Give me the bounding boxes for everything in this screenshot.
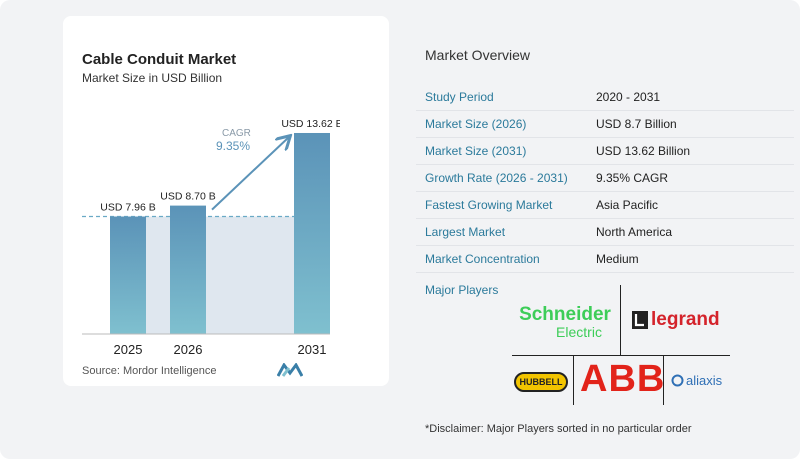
- overview-key: Largest Market: [425, 225, 506, 239]
- overview-value: Asia Pacific: [596, 198, 659, 212]
- source-note: Source: Mordor Intelligence: [82, 365, 217, 377]
- overview-row: Study Period 2020 - 2031: [416, 84, 794, 111]
- overview-key: Market Size (2031): [425, 144, 527, 158]
- schneider-electric-logo: Schneider Electric: [514, 304, 616, 340]
- overview-row: Market Concentration Medium: [416, 246, 794, 273]
- overview-row: Fastest Growing Market Asia Pacific: [416, 192, 794, 219]
- overview-key: Fastest Growing Market: [425, 198, 553, 212]
- overview-key: Market Size (2026): [425, 117, 527, 131]
- abb-logo: ABB: [580, 358, 666, 400]
- x-tick-label: 2025: [114, 342, 143, 357]
- players-grid: Schneider Electric legrand HUBBELL ABB a…: [508, 285, 733, 405]
- legrand-logo-text: legrand: [651, 309, 720, 330]
- overview-row: Market Size (2031) USD 13.62 Billion: [416, 138, 794, 165]
- divider: [620, 285, 621, 355]
- hubbell-logo: HUBBELL: [514, 372, 568, 392]
- bar-2026: [170, 205, 206, 334]
- aliaxis-mark-icon: [671, 374, 684, 387]
- bar-chart: USD 7.96 B 2025 USD 8.70 B 2026 USD 13.62 B 2…: [82, 118, 340, 357]
- cagr-label: CAGR: [222, 128, 251, 139]
- data-label: USD 8.70 B: [160, 191, 215, 203]
- mordor-logo-icon: [277, 363, 303, 377]
- players-title: Major Players: [425, 283, 499, 297]
- overview-value: USD 8.7 Billion: [596, 117, 677, 131]
- cagr-arrow: [211, 137, 289, 211]
- x-tick-label: 2031: [298, 342, 327, 357]
- overview-value: 9.35% CAGR: [596, 171, 669, 185]
- overview-key: Growth Rate (2026 - 2031): [425, 171, 568, 185]
- overview-row: Largest Market North America: [416, 219, 794, 246]
- overview-table: Study Period 2020 - 2031 Market Size (202…: [416, 84, 794, 273]
- divider: [512, 355, 730, 356]
- overview-row: Market Size (2026) USD 8.7 Billion: [416, 111, 794, 138]
- overview-value: 2020 - 2031: [596, 90, 661, 104]
- overview-value: North America: [596, 225, 673, 239]
- overview-value: USD 13.62 Billion: [596, 144, 691, 158]
- data-label: USD 7.96 B: [100, 202, 155, 214]
- bar-2031: [294, 132, 330, 334]
- overview-key: Market Concentration: [425, 252, 540, 266]
- reference-band: [146, 216, 294, 334]
- bar-2025: [110, 216, 146, 334]
- disclaimer: *Disclaimer: Major Players sorted in no …: [425, 423, 692, 435]
- cagr-value: 9.35%: [216, 139, 250, 153]
- overview-key: Study Period: [425, 90, 494, 104]
- divider: [573, 355, 574, 405]
- aliaxis-logo-text: aliaxis: [686, 373, 723, 388]
- overview-row: Growth Rate (2026 - 2031) 9.35% CAGR: [416, 165, 794, 192]
- legrand-mark-icon: [632, 311, 648, 329]
- hubbell-logo-text: HUBBELL: [519, 377, 563, 387]
- electric-logo-text: Electric: [556, 324, 602, 340]
- data-label: USD 13.62 B: [281, 118, 340, 130]
- overview-value: Medium: [596, 252, 639, 266]
- legrand-logo: legrand: [632, 309, 720, 331]
- chart-subtitle: Market Size in USD Billion: [82, 71, 223, 85]
- overview-title: Market Overview: [425, 47, 531, 63]
- divider: [663, 355, 664, 405]
- x-tick-label: 2026: [174, 342, 203, 357]
- schneider-logo-text: Schneider: [519, 304, 611, 325]
- chart-title: Cable Conduit Market: [82, 51, 237, 68]
- aliaxis-logo: aliaxis: [671, 373, 722, 388]
